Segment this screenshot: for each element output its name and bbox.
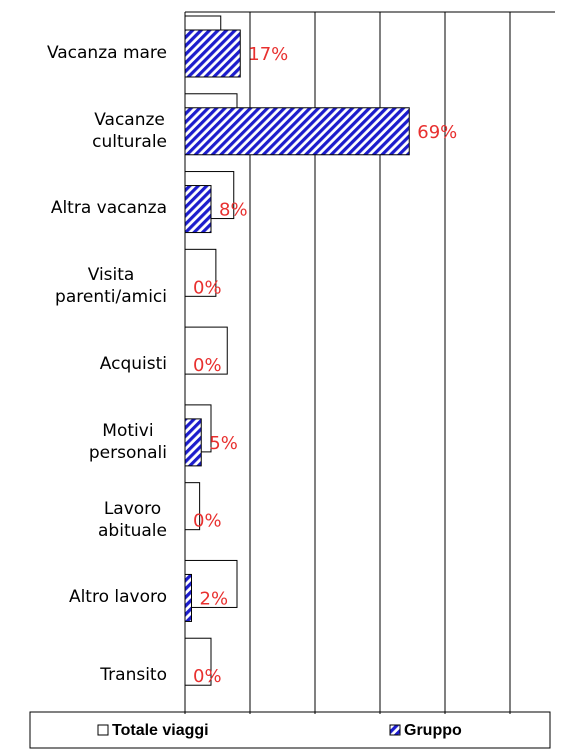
value-label: 0% [193,355,222,376]
category-label: Acquisti [99,354,167,374]
category-label: Motivi personali [88,420,167,463]
bar [184,248,217,297]
value-label: 69% [417,122,457,143]
category-label: Altro lavoro [68,587,167,608]
bar [184,185,212,234]
legend-label: Totale viaggi [112,722,209,739]
bar [184,418,202,467]
value-label: 5% [209,433,238,454]
legend-swatch [97,724,109,736]
bar [184,29,241,78]
legend-label: Gruppo [404,722,462,739]
legend-box [29,711,551,749]
value-label: 8% [219,200,248,221]
category-label: Visita parenti/amici [55,265,167,308]
value-label: 0% [193,277,222,298]
category-label: Vacanza mare [46,42,167,63]
bar [184,559,238,608]
value-label: 17% [248,44,288,65]
value-label: 2% [200,588,229,609]
bar [184,107,410,156]
category-label: Transito [100,665,167,686]
bar [184,573,192,622]
bar [184,637,212,686]
value-label: 0% [193,666,222,687]
legend-swatch [389,724,401,736]
bar [184,326,228,375]
category-label: Altra vacanza [50,198,167,219]
category-label: Lavoro abituale [98,498,167,541]
value-label: 0% [193,511,222,532]
category-label: Vacanze culturale [92,109,167,152]
